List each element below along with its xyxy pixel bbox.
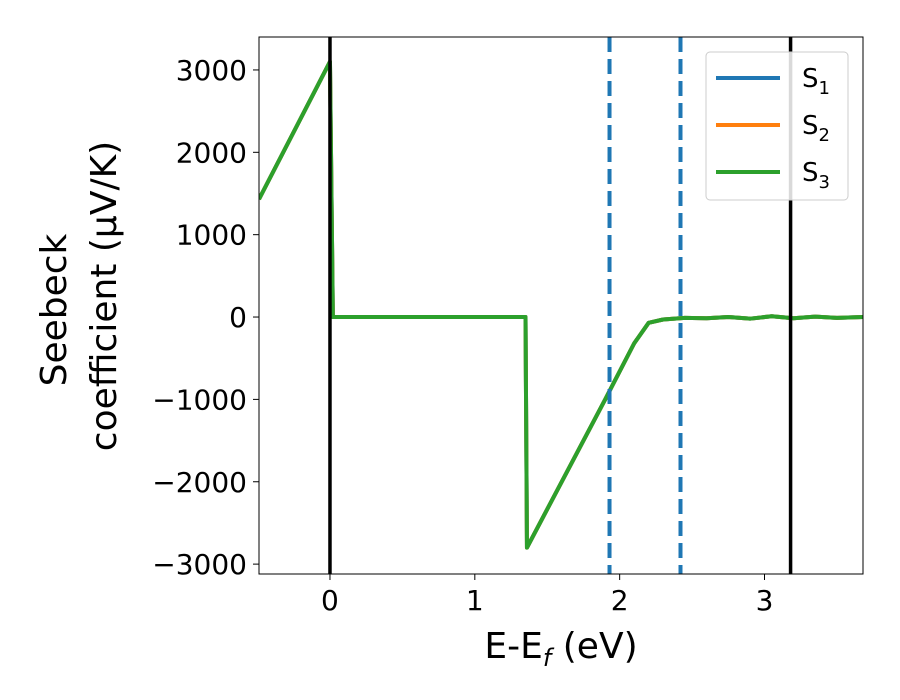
y-axis-title-line1: Seebeck [34,233,75,386]
legend-label-sub: 1 [819,78,830,99]
legend-label-3: S3 [802,158,830,193]
x-axis-title: E-Ef (eV) [484,626,637,672]
plot-area [259,37,863,574]
y-tick-label: −1000 [152,383,247,416]
legend-label-sub: 2 [819,125,830,146]
y-axis-title: Seebeck coefficient (μV/K) [34,141,125,451]
x-axis-title-unit: (eV) [551,626,637,667]
plot-frame [258,36,864,575]
legend-label-1: S1 [802,64,830,99]
legend-label-2: S2 [802,111,830,146]
y-tick-label: −2000 [152,466,247,499]
y-tick-label: 0 [229,301,247,334]
x-tick-label: 0 [321,584,339,617]
x-tick-label: 2 [611,584,629,617]
legend-label-sub: 3 [819,172,830,193]
y-axis-title-line2: coefficient (μV/K) [84,141,125,451]
y-tick-label: 1000 [176,219,247,252]
y-tick-label: 2000 [176,136,247,169]
x-tick-label: 3 [756,584,774,617]
x-tick-label: 1 [466,584,484,617]
y-axis: 3000 2000 1000 0 −1000 −2000 −3000 [152,54,259,581]
legend-label-main: S [802,158,819,188]
y-tick-label: 3000 [176,54,247,87]
series-line-3 [259,59,863,550]
x-axis-title-main: E-E [484,626,542,667]
y-tick-label: −3000 [152,548,247,581]
x-axis: 0 1 2 3 [321,574,773,617]
legend-label-main: S [802,111,819,141]
legend-label-main: S [802,64,819,94]
